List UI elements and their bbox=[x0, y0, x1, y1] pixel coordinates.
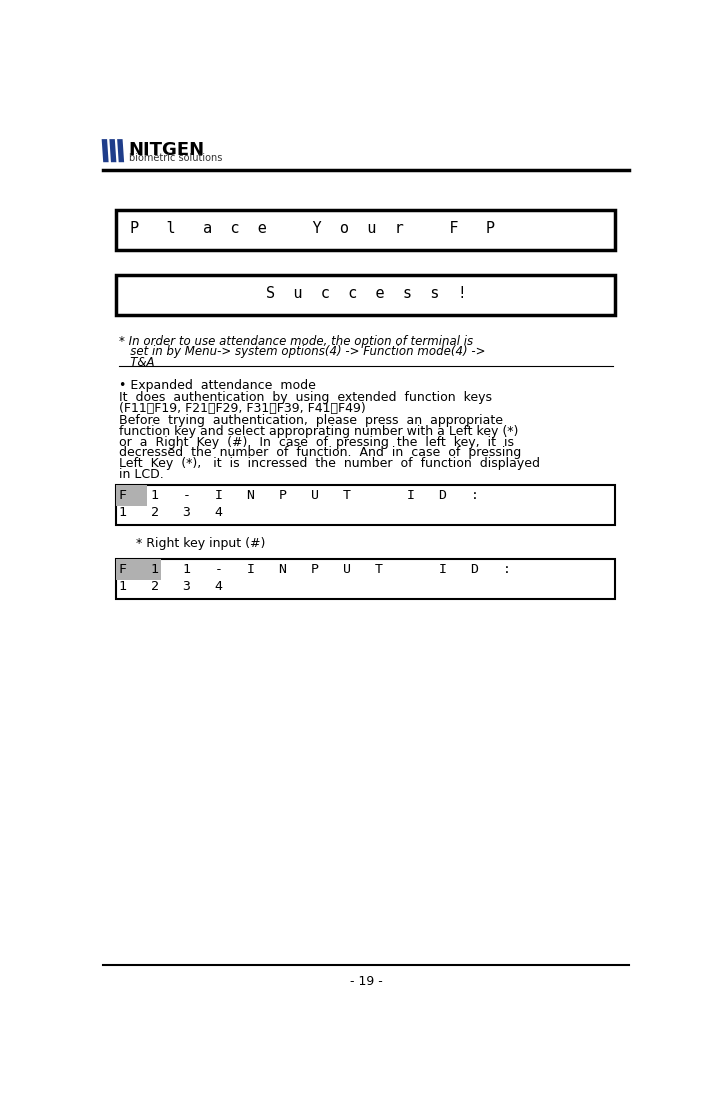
Text: Before  trying  authentication,  please  press  an  appropriate: Before trying authentication, please pre… bbox=[119, 414, 503, 427]
Text: (F11～F19, F21～F29, F31～F39, F41～F49): (F11～F19, F21～F29, F31～F39, F41～F49) bbox=[119, 402, 366, 414]
Text: It  does  authentication  by  using  extended  function  keys: It does authentication by using extended… bbox=[119, 391, 492, 404]
Text: or  a  Right  Key  (#).  In  case  of  pressing  the  left  key,  it  is: or a Right Key (#). In case of pressing … bbox=[119, 435, 513, 449]
Bar bbox=[116, 276, 615, 316]
Text: NITGEN: NITGEN bbox=[129, 141, 205, 158]
Text: F   1   1   -   I   N   P   U   T       I   D   :: F 1 1 - I N P U T I D : bbox=[119, 563, 511, 576]
Text: * Right key input (#): * Right key input (#) bbox=[128, 537, 266, 551]
Text: 1   2   3   4: 1 2 3 4 bbox=[119, 506, 223, 520]
Text: set in by Menu-> system options(4) -> Function mode(4) ->: set in by Menu-> system options(4) -> Fu… bbox=[119, 346, 486, 359]
Bar bbox=[116, 485, 615, 525]
Polygon shape bbox=[101, 140, 109, 162]
Text: Left  Key  (*),   it  is  incressed  the  number  of  function  displayed: Left Key (*), it is incressed the number… bbox=[119, 458, 540, 470]
Text: T&A: T&A bbox=[119, 357, 154, 369]
Bar bbox=[116, 558, 615, 598]
Bar bbox=[116, 558, 161, 579]
Text: decressed  the  number  of  function.  And  in  case  of  pressing: decressed the number of function. And in… bbox=[119, 447, 521, 460]
Text: S  u  c  c  e  s  s  !: S u c c e s s ! bbox=[266, 286, 466, 301]
Text: biometric solutions: biometric solutions bbox=[129, 153, 222, 163]
Text: in LCD.: in LCD. bbox=[119, 468, 164, 481]
Text: - 19 -: - 19 - bbox=[350, 975, 382, 988]
Text: • Expanded  attendance  mode: • Expanded attendance mode bbox=[119, 379, 316, 392]
Bar bbox=[116, 485, 147, 505]
Bar bbox=[116, 209, 615, 250]
Polygon shape bbox=[109, 140, 116, 162]
Text: P   l   a  c  e     Y  o  u  r     F   P: P l a c e Y o u r F P bbox=[131, 220, 496, 236]
Polygon shape bbox=[117, 140, 124, 162]
Text: function key and select approprating number with a Left key (*): function key and select approprating num… bbox=[119, 424, 518, 438]
Text: 1   2   3   4: 1 2 3 4 bbox=[119, 581, 223, 593]
Text: F   1   -   I   N   P   U   T       I   D   :: F 1 - I N P U T I D : bbox=[119, 490, 480, 502]
Text: * In order to use attendance mode, the option of terminal is: * In order to use attendance mode, the o… bbox=[119, 335, 473, 348]
